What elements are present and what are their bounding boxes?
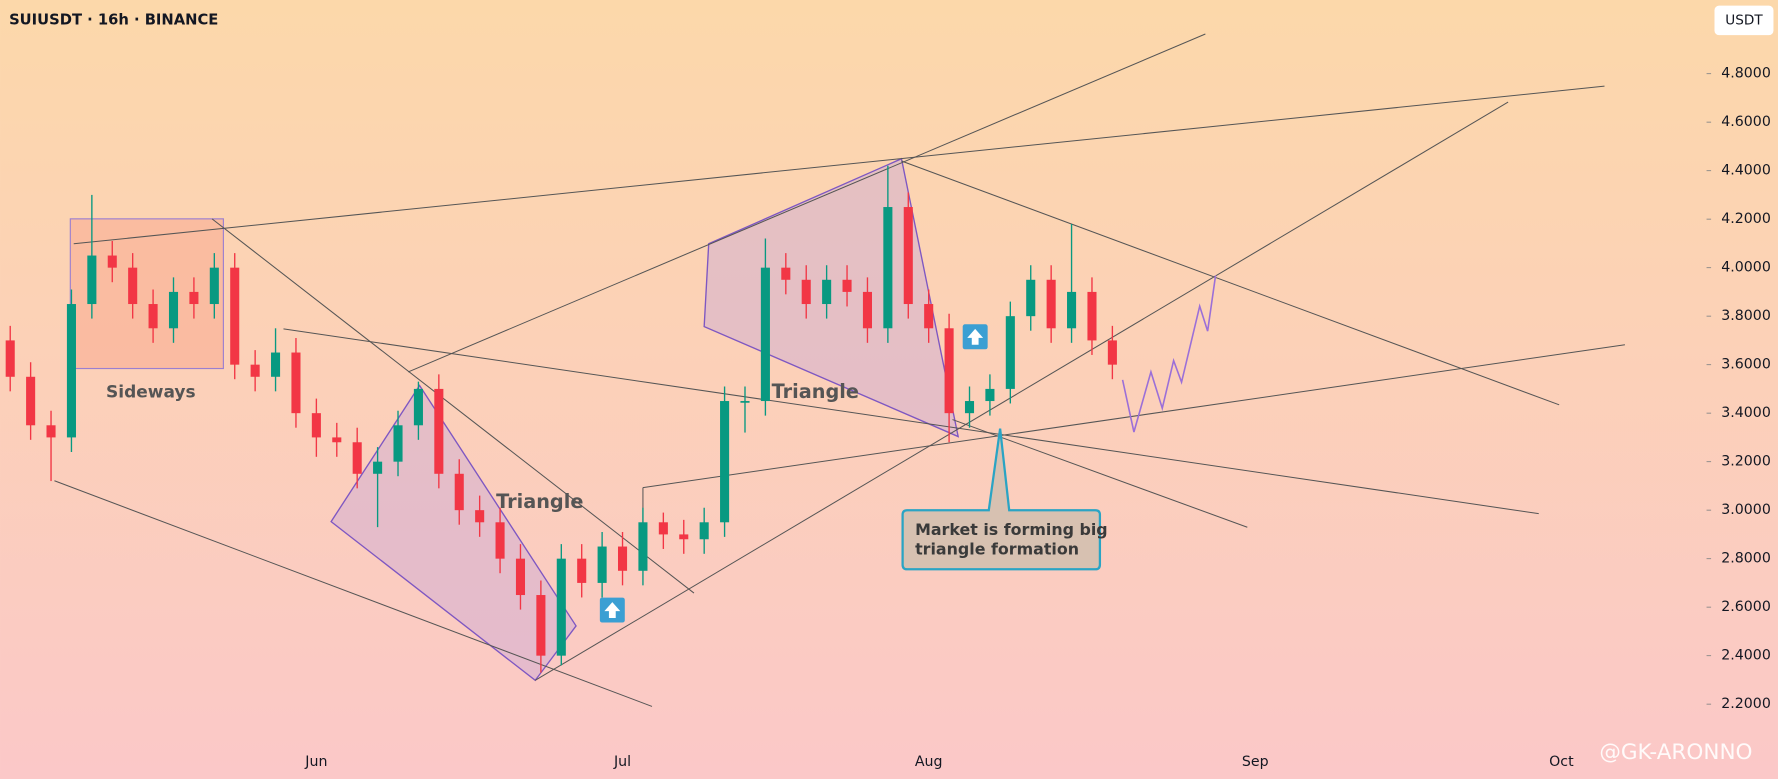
- candle-body: [26, 376, 36, 426]
- y-tick-label: 4.0000: [1721, 260, 1771, 276]
- y-tick-label: 4.6000: [1721, 114, 1771, 130]
- candle-body: [250, 364, 260, 377]
- candle-body: [556, 558, 566, 656]
- callout-text: triangle formation: [915, 539, 1079, 558]
- candle-body: [189, 291, 199, 305]
- candle-body: [148, 304, 158, 329]
- candle-body: [924, 304, 934, 329]
- candle-body: [801, 279, 811, 305]
- candle-body: [230, 267, 240, 365]
- candle-body: [1026, 279, 1036, 317]
- trend-line: [901, 160, 1560, 406]
- candle-body: [740, 401, 750, 403]
- y-tick-label: 2.4000: [1721, 648, 1771, 664]
- y-tick-label: 2.2000: [1721, 696, 1771, 712]
- annotation: Triangle: [496, 490, 583, 513]
- candle-body: [679, 534, 689, 540]
- y-tick-label: 3.4000: [1721, 405, 1771, 421]
- symbol-title: SUIUSDT · 16h · BINANCE: [9, 11, 218, 28]
- candle-body: [311, 413, 321, 438]
- y-tick-label: 2.6000: [1721, 599, 1771, 615]
- candle-body: [209, 267, 219, 305]
- candle-body: [515, 558, 526, 596]
- candle-body: [1107, 340, 1117, 365]
- candle-body: [168, 291, 179, 329]
- candle-body: [760, 267, 770, 402]
- candle-body: [107, 255, 117, 268]
- candle-body: [720, 401, 730, 523]
- y-tick-label: 3.8000: [1721, 308, 1771, 324]
- candle-body: [352, 442, 362, 474]
- candle-body: [1087, 291, 1097, 341]
- currency-badge: [1714, 5, 1774, 36]
- candle-body: [271, 352, 281, 377]
- x-tick-label: Jul: [613, 754, 631, 770]
- trend-line: [54, 480, 653, 707]
- candle-body: [475, 510, 485, 523]
- x-tick-label: Aug: [915, 754, 943, 770]
- candle-body: [638, 522, 648, 571]
- watermark: @GK-ARONNO: [1599, 740, 1752, 765]
- candle-body: [1046, 279, 1056, 329]
- candle-body: [903, 207, 913, 305]
- candle-body: [597, 546, 607, 583]
- candle-body: [822, 279, 832, 305]
- candle-body: [46, 425, 56, 438]
- candle-body: [658, 522, 668, 535]
- candle-body: [964, 401, 975, 414]
- candles: [5, 165, 1117, 673]
- candle-body: [393, 425, 403, 462]
- candle-body: [1005, 316, 1015, 389]
- candle-body: [5, 340, 15, 377]
- trend-line: [211, 218, 695, 594]
- candle-body: [862, 291, 872, 329]
- y-tick-label: 3.0000: [1721, 502, 1771, 518]
- x-tick-label: Oct: [1549, 754, 1574, 770]
- candle-body: [454, 473, 464, 511]
- trend-line: [73, 85, 1605, 245]
- y-tick-label: 4.4000: [1721, 163, 1771, 179]
- candle-body: [536, 595, 546, 656]
- candle-body: [577, 558, 587, 583]
- currency-label: USDT: [1725, 12, 1763, 28]
- candle-body: [434, 388, 444, 474]
- triangle-zone: [330, 384, 577, 682]
- candle-body: [128, 267, 138, 305]
- candle-body: [291, 352, 301, 414]
- x-tick-label: Jun: [304, 754, 327, 770]
- candle-body: [617, 546, 628, 571]
- candle-body: [413, 388, 423, 426]
- trend-line: [283, 328, 1539, 515]
- candle-body: [985, 388, 995, 402]
- y-tick-label: 4.2000: [1721, 211, 1771, 227]
- y-tick-label: 3.2000: [1721, 454, 1771, 470]
- trend-line: [534, 101, 1509, 681]
- callout: [901, 428, 1102, 571]
- candle-body: [66, 304, 76, 438]
- projection-path: [1121, 275, 1217, 433]
- candle-body: [842, 279, 852, 292]
- y-tick-label: 2.8000: [1721, 551, 1771, 567]
- x-tick-label: Sep: [1242, 754, 1269, 770]
- y-tick-label: 3.6000: [1721, 357, 1771, 373]
- candle-body: [699, 522, 709, 540]
- trend-line: [408, 33, 1206, 373]
- candle-body: [1067, 291, 1077, 329]
- candle-body: [332, 437, 342, 443]
- candle-body: [495, 522, 505, 559]
- arrow-icon: [962, 324, 988, 350]
- candle-body: [781, 267, 791, 280]
- candle-body: [944, 328, 954, 414]
- arrow-icon: [599, 597, 625, 623]
- annotation: Sideways: [106, 382, 196, 402]
- candle-body: [87, 255, 97, 305]
- y-tick-label: 4.8000: [1721, 66, 1771, 82]
- candle-body: [883, 207, 893, 329]
- candle-body: [373, 461, 383, 474]
- callout-text: Market is forming big: [915, 520, 1108, 539]
- annotation: Triangle: [772, 380, 859, 403]
